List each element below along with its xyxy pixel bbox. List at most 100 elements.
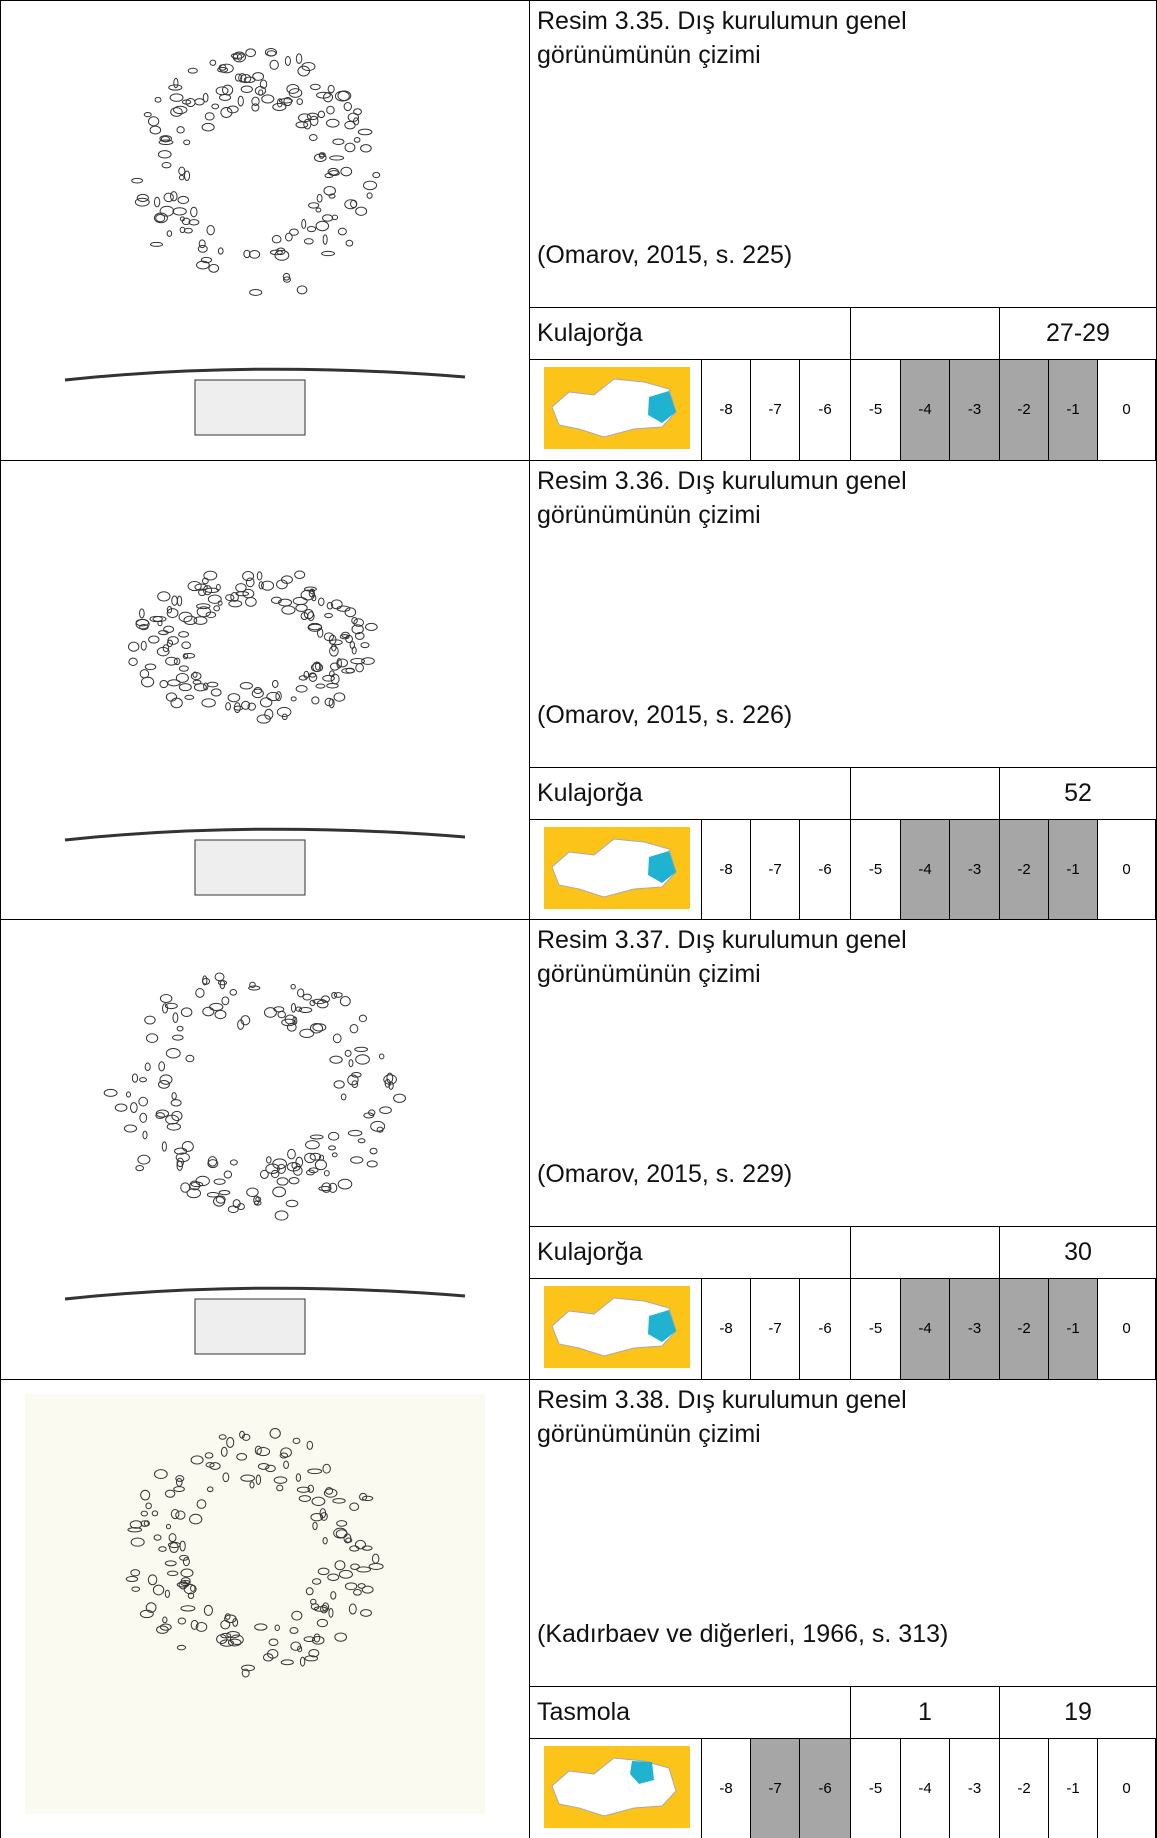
stone — [281, 574, 293, 584]
stone — [311, 1635, 325, 1645]
stone — [354, 631, 365, 640]
stone — [180, 1576, 191, 1584]
pit — [194, 379, 306, 436]
stone — [240, 85, 253, 94]
stone — [299, 1656, 306, 1667]
stone — [158, 1545, 167, 1552]
stone — [366, 1160, 378, 1168]
scale-cell: -1 — [1048, 818, 1098, 920]
stone — [368, 1562, 384, 1570]
stone — [331, 643, 337, 652]
stone — [204, 112, 215, 121]
stone — [190, 206, 198, 218]
stone — [388, 1081, 394, 1090]
stone — [245, 48, 256, 58]
stone — [295, 1472, 302, 1482]
stone — [361, 1585, 374, 1594]
stone — [307, 1484, 315, 1493]
stone — [159, 1623, 172, 1631]
stone — [259, 696, 273, 707]
stone — [329, 155, 345, 161]
stone — [261, 580, 275, 591]
stone — [166, 1122, 181, 1131]
stone — [144, 663, 157, 670]
stone — [284, 1014, 296, 1025]
stone — [251, 688, 264, 698]
stone — [215, 86, 229, 96]
stone — [311, 1496, 326, 1506]
stone — [149, 615, 163, 622]
stone — [309, 1023, 324, 1034]
scale-cell: -8 — [701, 818, 751, 920]
group-cell — [850, 307, 1000, 360]
stone — [168, 1532, 177, 1542]
scale-cell: -5 — [850, 1278, 901, 1380]
stone — [213, 1196, 226, 1207]
stone — [268, 1638, 279, 1646]
scale-cell: -1 — [1048, 1737, 1098, 1838]
stone — [270, 1169, 280, 1179]
stone — [221, 996, 230, 1006]
stone — [297, 988, 305, 998]
stone — [344, 1049, 352, 1057]
stone — [295, 53, 303, 64]
stone — [151, 1509, 159, 1516]
stone — [322, 674, 335, 682]
stone — [227, 1638, 242, 1646]
stone — [245, 576, 255, 587]
stone — [192, 670, 198, 678]
stone — [313, 153, 327, 163]
stone — [175, 1474, 185, 1482]
stone — [349, 1544, 360, 1552]
stone — [305, 1586, 314, 1595]
stone — [138, 1096, 149, 1107]
stone — [176, 1160, 183, 1171]
stone — [172, 207, 187, 216]
stone — [162, 643, 170, 652]
stone — [356, 1565, 372, 1573]
stone — [157, 150, 172, 159]
stone — [165, 691, 178, 702]
stone — [209, 1002, 224, 1011]
map — [544, 367, 690, 449]
source: (Omarov, 2015, s. 229) — [537, 1160, 793, 1188]
scale-cell: -4 — [900, 818, 950, 920]
stone — [162, 1616, 168, 1623]
stone — [298, 1007, 313, 1013]
stone — [166, 607, 179, 618]
stone — [370, 1120, 386, 1132]
stone — [280, 1446, 292, 1458]
stone — [265, 1464, 276, 1472]
stone — [232, 51, 247, 63]
stone — [329, 645, 339, 657]
scale-cell: -7 — [750, 359, 800, 461]
stone — [279, 1451, 289, 1459]
stone — [329, 661, 340, 671]
stone — [378, 1053, 385, 1060]
stone — [292, 596, 308, 605]
stone — [296, 285, 308, 295]
stone — [361, 1495, 374, 1501]
stone — [219, 1638, 235, 1647]
stone — [304, 1654, 319, 1661]
stone — [326, 601, 334, 609]
stone — [180, 1007, 193, 1018]
stone — [175, 1477, 183, 1487]
stone — [232, 1199, 241, 1209]
stone — [292, 1437, 301, 1444]
stone — [177, 1616, 187, 1625]
stone — [157, 1080, 170, 1089]
stone — [183, 615, 198, 625]
stone — [384, 1078, 391, 1088]
stone — [125, 1091, 132, 1098]
stone — [343, 101, 352, 112]
stone — [147, 1573, 158, 1585]
stone — [239, 681, 253, 690]
stone — [258, 580, 264, 589]
stone — [180, 1604, 196, 1611]
stone — [298, 1494, 312, 1502]
stone — [158, 139, 174, 145]
stone — [206, 1485, 214, 1492]
stone — [308, 671, 317, 678]
scale-cell: -6 — [799, 359, 851, 461]
